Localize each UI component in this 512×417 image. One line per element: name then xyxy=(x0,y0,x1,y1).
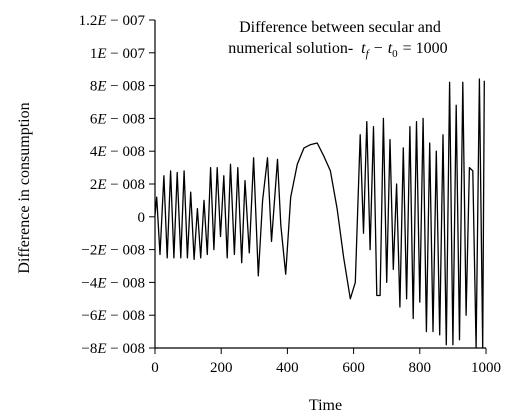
series-line-group xyxy=(154,78,485,349)
y-axis-title: Difference in consumption xyxy=(16,102,33,273)
formula-sub-f: f xyxy=(366,48,371,60)
x-tick-label: 600 xyxy=(342,360,365,376)
y-tick-label: 6E − 008 xyxy=(90,111,145,127)
x-ticks: 0 200 400 600 800 1000 xyxy=(151,348,501,376)
formula-var-t-0: t xyxy=(388,40,393,57)
x-axis-title: Time xyxy=(309,397,342,414)
x-tick-label: 400 xyxy=(276,360,299,376)
y-tick-label: −2E − 008 xyxy=(81,243,145,259)
y-tick-label: 2E − 008 xyxy=(90,177,145,193)
y-tick-label: 8E − 008 xyxy=(90,79,145,95)
y-ticks: 1.2E − 007 1E − 007 8E − 008 6E − 008 4E − 0… xyxy=(79,13,155,357)
chart-title-line1: Difference between secular and xyxy=(239,19,441,36)
chart-title-line2-text: numerical solution- xyxy=(228,40,353,57)
y-tick-label: −4E − 008 xyxy=(81,275,145,291)
y-tick-label: 1E − 007 xyxy=(90,46,146,62)
x-tick-label: 1000 xyxy=(471,360,501,376)
formula-var-t-f: t xyxy=(361,40,366,57)
formula-minus: − xyxy=(374,40,383,57)
chart-title-line2: numerical solution- tf − t0 = 1000 xyxy=(228,40,447,60)
y-tick-label: −8E − 008 xyxy=(81,341,145,357)
x-tick-label: 0 xyxy=(151,360,159,376)
formula-equals: = 1000 xyxy=(403,40,448,57)
x-tick-label: 200 xyxy=(210,360,233,376)
y-tick-label: 4E − 008 xyxy=(90,144,145,160)
y-tick-label: 1.2E − 007 xyxy=(79,13,146,29)
x-tick-label: 800 xyxy=(409,360,432,376)
y-tick-label: 0 xyxy=(138,210,146,226)
formula-sub-0: 0 xyxy=(392,48,398,60)
y-tick-label: −6E − 008 xyxy=(81,308,145,324)
series-line xyxy=(154,78,485,349)
